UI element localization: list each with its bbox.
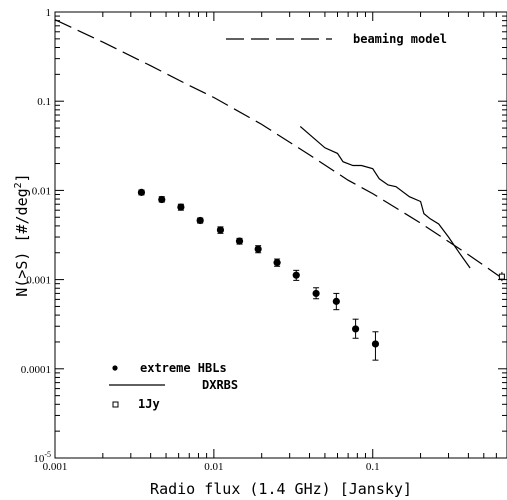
- x-tick-label: 0.01: [204, 461, 223, 473]
- hbl-point: [351, 325, 360, 333]
- oneJy-point: [498, 273, 505, 280]
- y-tick-label: 0.1: [37, 96, 51, 108]
- beaming-model-curve: [54, 19, 507, 283]
- x-tick-label: 0.001: [43, 461, 68, 473]
- hbl-point: [273, 259, 281, 267]
- series-layer: [54, 19, 507, 361]
- x-axis-title: Radio flux (1.4 GHz) [Jansky]: [150, 480, 412, 498]
- hbl-point: [235, 237, 244, 245]
- y-tick-label: 0.001: [26, 275, 51, 287]
- axis-tick-labels: 0.001 0.01 0.1 1 0.1 0.01 0.001 0.0001 10-5: [21, 7, 380, 473]
- plot-frame: [54, 11, 507, 459]
- legend-1jy-label: 1Jy: [138, 397, 160, 411]
- hbl-point: [137, 188, 146, 196]
- hbl-point: [177, 203, 185, 211]
- hbl-point: [332, 297, 340, 305]
- y-tick-label: 0.0001: [21, 364, 51, 376]
- legend-hbl-swatch: [112, 365, 118, 371]
- legend-bottom: extreme HBLs DXRBS 1Jy: [109, 361, 238, 411]
- dxrbs-curve: [299, 126, 471, 269]
- axis-ticks: [54, 11, 507, 459]
- legend-hbl-label: extreme HBLs: [140, 361, 227, 375]
- y-axis-title: N(>S) [#/deg2]: [13, 173, 31, 296]
- y-tick-label: 0.01: [32, 185, 51, 197]
- hbl-point: [158, 195, 166, 204]
- legend-beaming-label: beaming model: [353, 32, 447, 46]
- hbl-point: [371, 340, 380, 348]
- hbl-point: [196, 216, 204, 225]
- legend-1jy-swatch: [112, 401, 119, 408]
- x-tick-label: 0.1: [366, 461, 380, 473]
- y-axis-title-main: N(>S) [#/deg: [13, 188, 31, 296]
- y-tick-label: 10-5: [33, 450, 51, 465]
- hbl-point: [312, 289, 320, 298]
- hbl-point: [216, 226, 225, 234]
- hbl-point: [254, 245, 262, 253]
- hbl-point: [292, 271, 300, 279]
- legend-top: beaming model: [226, 32, 447, 46]
- y-axis-title-exp: 2: [13, 182, 24, 188]
- y-axis-title-close: ]: [13, 173, 31, 182]
- y-tick-label: 1: [46, 7, 52, 19]
- legend-dxrbs-label: DXRBS: [202, 378, 238, 392]
